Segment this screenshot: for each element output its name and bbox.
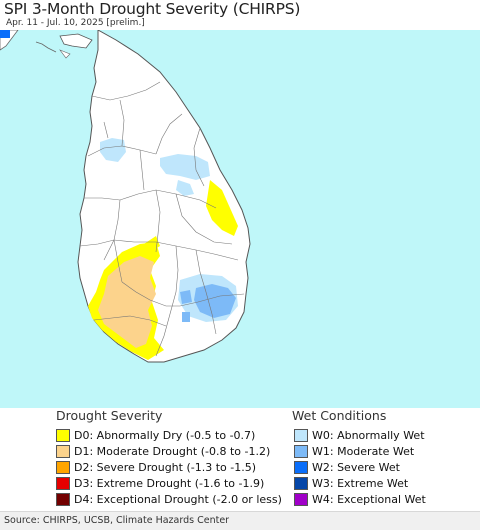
- legend-item-d2: D2: Severe Drought (-1.3 to -1.5): [56, 460, 256, 474]
- wet-w1-small-2: [182, 312, 190, 322]
- legend-item-d4: D4: Exceptional Drought (-2.0 or less): [56, 492, 282, 506]
- drought-heading: Drought Severity: [56, 408, 163, 423]
- wet-heading: Wet Conditions: [292, 408, 387, 423]
- legend-label-d3: D3: Extreme Drought (-1.6 to -1.9): [74, 476, 265, 490]
- wet-w1-southeast: [194, 284, 236, 318]
- legend-item-d1: D1: Moderate Drought (-0.8 to -1.2): [56, 444, 270, 458]
- mannar-islands: [59, 49, 71, 59]
- jaffna-peninsula: [59, 33, 93, 49]
- dry-d0-small: [144, 236, 160, 252]
- india-coast-detail: [35, 41, 57, 53]
- swatch-w0: [294, 428, 308, 442]
- wet-w0-east: [176, 180, 194, 196]
- footer: Source: CHIRPS, UCSB, Climate Hazards Ce…: [0, 511, 480, 530]
- swatch-d3: [56, 476, 70, 490]
- legend-item-w0: W0: Abnormally Wet: [294, 428, 425, 442]
- legend-label-w1: W1: Moderate Wet: [312, 444, 415, 458]
- legend-label-w2: W2: Severe Wet: [312, 460, 400, 474]
- legend: Drought Severity Wet Conditions D0: Abno…: [0, 408, 480, 511]
- swatch-d0: [56, 428, 70, 442]
- swatch-w3: [294, 476, 308, 490]
- legend-item-w1: W1: Moderate Wet: [294, 444, 414, 458]
- legend-item-d3: D3: Extreme Drought (-1.6 to -1.9): [56, 476, 264, 490]
- legend-label-w0: W0: Abnormally Wet: [312, 428, 425, 442]
- map-svg: [0, 30, 251, 363]
- india-wet-cell: [0, 30, 10, 38]
- map-subtitle: Apr. 11 - Jul. 10, 2025 [prelim.]: [6, 18, 145, 28]
- legend-label-d1: D1: Moderate Drought (-0.8 to -1.2): [74, 444, 271, 458]
- swatch-d1: [56, 444, 70, 458]
- swatch-d4: [56, 492, 70, 506]
- source-credit: Source: CHIRPS, UCSB, Climate Hazards Ce…: [4, 515, 230, 526]
- swatch-w1: [294, 444, 308, 458]
- wet-w1-small-1: [180, 290, 192, 304]
- legend-label-w3: W3: Extreme Wet: [312, 476, 409, 490]
- dry-d1-southwest: [98, 256, 156, 348]
- legend-label-w4: W4: Exceptional Wet: [312, 492, 426, 506]
- map-title: SPI 3-Month Drought Severity (CHIRPS): [4, 0, 301, 18]
- district-boundaries: [79, 81, 245, 357]
- legend-label-d4: D4: Exceptional Drought (-2.0 or less): [74, 492, 282, 506]
- legend-item-w3: W3: Extreme Wet: [294, 476, 408, 490]
- map-area[interactable]: [0, 30, 480, 408]
- legend-label-d0: D0: Abnormally Dry (-0.5 to -0.7): [74, 428, 256, 442]
- legend-item-w2: W2: Severe Wet: [294, 460, 400, 474]
- header: SPI 3-Month Drought Severity (CHIRPS) Ap…: [0, 0, 480, 30]
- legend-item-d0: D0: Abnormally Dry (-0.5 to -0.7): [56, 428, 255, 442]
- dry-d0-east-coast: [206, 180, 238, 236]
- legend-label-d2: D2: Severe Drought (-1.3 to -1.5): [74, 460, 257, 474]
- swatch-w4: [294, 492, 308, 506]
- wet-w0-north: [100, 138, 126, 162]
- legend-item-w4: W4: Exceptional Wet: [294, 492, 426, 506]
- swatch-w2: [294, 460, 308, 474]
- swatch-d2: [56, 460, 70, 474]
